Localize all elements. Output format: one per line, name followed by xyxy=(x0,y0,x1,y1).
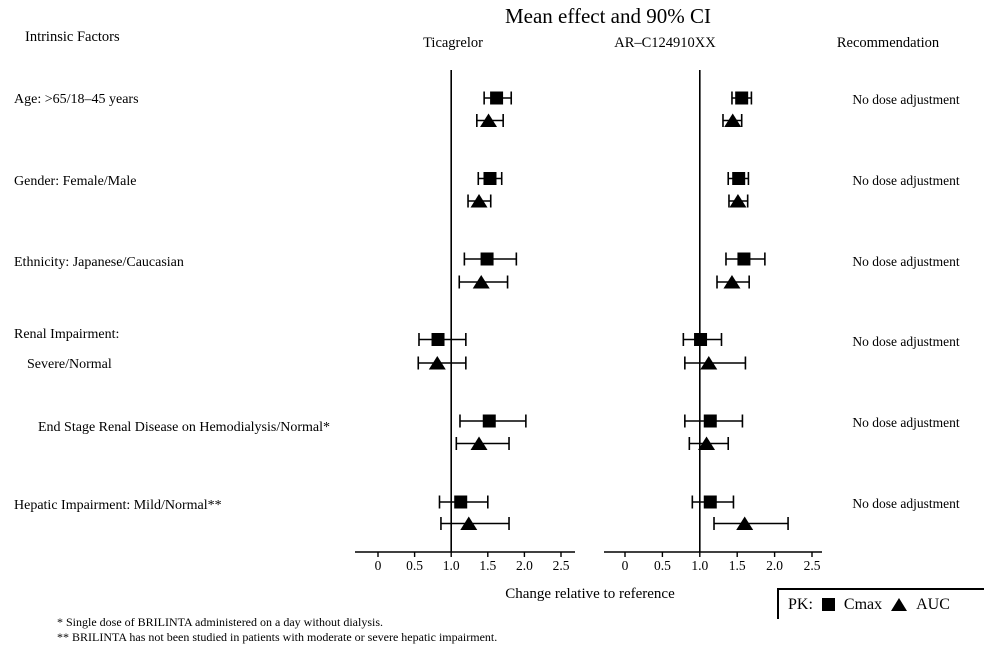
x-axis-tick-label: 1.5 xyxy=(729,558,746,573)
factor-label-esrd: End Stage Renal Disease on Hemodialysis/… xyxy=(38,420,330,435)
recommendation-gender: No dose adjustment xyxy=(852,173,960,188)
x-axis-tick-label: 2.0 xyxy=(766,558,783,573)
legend-auc-label: AUC xyxy=(916,595,950,613)
x-axis-tick-label: 1.5 xyxy=(479,558,496,573)
factor-label-ethnicity: Ethnicity: Japanese/Caucasian xyxy=(14,255,184,270)
recommendation-renal: No dose adjustment xyxy=(852,334,960,349)
auc-triangle-marker xyxy=(700,356,718,370)
x-axis-tick-label: 1.0 xyxy=(443,558,460,573)
x-axis-tick-label: 1.0 xyxy=(691,558,708,573)
cmax-square-marker xyxy=(480,252,494,266)
auc-triangle-marker xyxy=(736,516,754,530)
auc-triangle-icon xyxy=(891,598,908,611)
auc-triangle-marker xyxy=(698,436,716,450)
auc-triangle-marker xyxy=(723,275,741,289)
column-header-recommendation: Recommendation xyxy=(836,35,940,51)
x-axis-tick-label: 2.5 xyxy=(804,558,821,573)
auc-triangle-marker xyxy=(460,516,478,530)
cmax-square-marker xyxy=(703,495,717,509)
legend-box: PK: Cmax AUC xyxy=(777,588,984,619)
x-axis-tick-label: 0 xyxy=(375,558,382,573)
legend-cmax-label: Cmax xyxy=(843,595,883,613)
recommendation-esrd: No dose adjustment xyxy=(852,415,960,430)
cmax-square-marker xyxy=(737,252,751,266)
auc-triangle-marker xyxy=(724,113,742,127)
recommendation-hepatic: No dose adjustment xyxy=(852,496,960,511)
recommendation-ethnicity: No dose adjustment xyxy=(852,254,960,269)
auc-triangle-marker xyxy=(480,113,498,127)
auc-triangle-marker xyxy=(428,356,446,370)
factor-label-age: Age: >65/18–45 years xyxy=(14,92,139,107)
cmax-square-marker xyxy=(703,414,717,428)
cmax-square-marker xyxy=(482,414,496,428)
legend-prefix: PK: xyxy=(788,595,813,613)
cmax-square-marker xyxy=(483,172,497,185)
factor-label-hepatic: Hepatic Impairment: Mild/Normal** xyxy=(14,498,222,513)
column-header-ticagrelor: Ticagrelor xyxy=(423,35,483,51)
cmax-square-marker xyxy=(490,91,504,105)
cmax-square-marker xyxy=(732,172,746,185)
footnote-hepatic: ** BRILINTA has not been studied in pati… xyxy=(57,630,498,644)
factor-label-renal: Renal Impairment: xyxy=(14,327,120,342)
column-header-intrinsic-factors: Intrinsic Factors xyxy=(25,29,120,45)
factor-label-gender: Gender: Female/Male xyxy=(14,174,137,189)
column-header-arc124910xx: AR–C124910XX xyxy=(614,35,716,51)
cmax-square-marker xyxy=(694,333,708,346)
x-axis-tick-label: 2.0 xyxy=(516,558,533,573)
x-axis-tick-label: 0.5 xyxy=(654,558,671,573)
x-axis-tick-label: 0 xyxy=(622,558,629,573)
auc-triangle-marker xyxy=(470,436,488,450)
x-axis-tick-label: 0.5 xyxy=(406,558,423,573)
x-axis-title: Change relative to reference xyxy=(505,586,675,602)
cmax-square-marker xyxy=(735,91,749,105)
auc-triangle-marker xyxy=(470,194,488,208)
footnote-dialysis: * Single dose of BRILINTA administered o… xyxy=(57,615,383,629)
cmax-square-icon xyxy=(821,598,835,611)
recommendation-age: No dose adjustment xyxy=(852,92,960,107)
factor-label-renal-severe: Severe/Normal xyxy=(27,357,112,372)
chart-title: Mean effect and 90% CI xyxy=(504,4,712,28)
auc-triangle-marker xyxy=(472,275,490,289)
cmax-square-marker xyxy=(454,495,468,509)
x-axis-tick-label: 2.5 xyxy=(553,558,570,573)
cmax-square-marker xyxy=(431,333,445,346)
auc-triangle-marker xyxy=(729,194,747,208)
